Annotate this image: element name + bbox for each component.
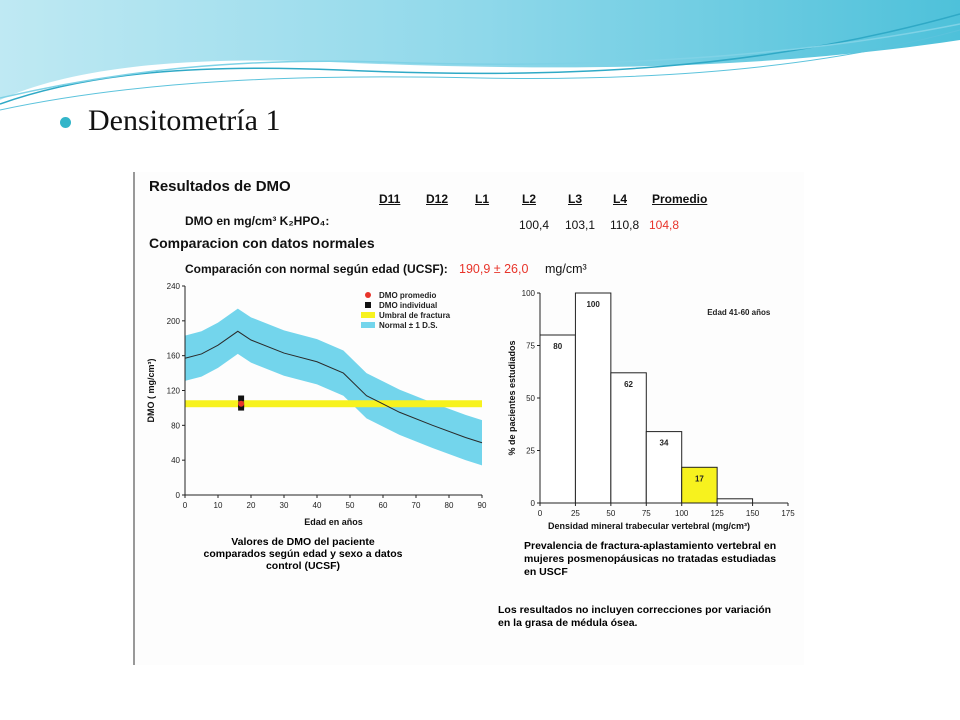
x-tick-label: 30 — [280, 501, 289, 510]
right-caption-line: mujeres posmenopáusicas no tratadas estu… — [524, 553, 777, 565]
bar-value-label: 62 — [624, 380, 633, 389]
y-tick-label: 50 — [526, 394, 535, 403]
bar-value-label: 80 — [553, 342, 562, 351]
note-line: en la grasa de médula ósea. — [498, 617, 638, 629]
column-value-l4: 110,8 — [610, 218, 640, 232]
x-tick-label: 90 — [478, 501, 487, 510]
column-value-l2: 100,4 — [519, 218, 550, 232]
bullet-icon — [60, 116, 71, 128]
age-comparison-value: 190,9 ± 26,0 — [459, 262, 529, 276]
y-axis-label: % de pacientes estudiados — [507, 340, 517, 455]
slide-title: Densitometría 1 — [88, 104, 281, 137]
y-tick-label: 200 — [167, 317, 181, 326]
normal-mean-line — [184, 330, 483, 444]
dmo-unit-label: DMO en mg/cm³ K₂HPO₄: — [185, 214, 330, 228]
legend-label: Umbral de fractura — [379, 311, 451, 320]
column-header-promedio: Promedio — [652, 192, 708, 206]
comparison-heading: Comparacion con datos normales — [149, 235, 375, 251]
chart-label: Edad 41-60 años — [707, 308, 771, 317]
y-tick-label: 240 — [167, 282, 181, 291]
legend-label: DMO promedio — [379, 291, 436, 300]
y-tick-label: 120 — [167, 387, 181, 396]
age-dmo-chart: 0 40 80 120 160 200 240 0 10 20 30 40 50 60 70 80 90 Edad… — [146, 282, 487, 527]
y-tick-label: 25 — [526, 447, 535, 456]
x-tick-label: 125 — [710, 509, 724, 518]
normal-sd-band — [185, 308, 482, 466]
dmo-report: Resultados de DMO DMO en mg/cm³ K₂HPO₄: … — [133, 172, 804, 665]
x-axis-label: Densidad mineral trabecular vertebral (m… — [548, 521, 750, 531]
right-caption-line: en USCF — [524, 566, 568, 578]
bar-value-label: 34 — [660, 439, 669, 448]
bar-value-label: 100 — [586, 300, 600, 309]
histogram-bar — [539, 334, 576, 504]
column-header-d12: D12 — [426, 192, 449, 206]
y-tick-label: 0 — [531, 499, 536, 508]
x-tick-label: 75 — [642, 509, 651, 518]
column-header-d11: D11 — [379, 192, 401, 206]
column-value-promedio: 104,8 — [649, 218, 680, 232]
x-tick-label: 50 — [346, 501, 355, 510]
age-comparison-unit: mg/cm³ — [545, 262, 587, 276]
fracture-histogram: 80 100 62 34 17 0 25 50 75 100 0 25 50 75 100 125 150 175… — [507, 289, 795, 531]
header-swoosh — [0, 0, 960, 111]
column-header-l4: L4 — [613, 192, 628, 206]
legend-swatch — [365, 292, 371, 298]
column-header-l3: L3 — [568, 192, 583, 206]
x-tick-label: 25 — [571, 509, 580, 518]
histogram-bar — [610, 372, 647, 504]
y-axis-label: DMO ( mg/cm³) — [146, 358, 156, 422]
x-tick-label: 50 — [606, 509, 615, 518]
histogram-bar — [681, 466, 718, 504]
x-tick-label: 100 — [675, 509, 689, 518]
y-tick-label: 160 — [167, 352, 181, 361]
column-header-l1: L1 — [475, 192, 490, 206]
y-tick-label: 0 — [176, 491, 181, 500]
y-tick-label: 40 — [171, 456, 180, 465]
histogram-bar — [574, 292, 612, 504]
note-line: Los resultados no incluyen correcciones … — [498, 604, 772, 616]
x-tick-label: 175 — [781, 509, 795, 518]
legend-swatch — [361, 312, 375, 318]
slide-title-row: Densitometría 1 — [60, 104, 280, 138]
left-caption: Valores de DMO del paciente comparados s… — [183, 536, 423, 572]
bar-value-label: 17 — [695, 474, 704, 483]
column-header-l2: L2 — [522, 192, 537, 206]
report-heading: Resultados de DMO — [149, 178, 291, 195]
left-caption-line: control (UCSF) — [265, 560, 341, 572]
report-note: Los resultados no incluyen correcciones … — [498, 604, 771, 630]
x-axis-label: Edad en años — [304, 517, 363, 527]
x-tick-label: 150 — [746, 509, 760, 518]
age-comparison-label: Comparación con normal según edad (UCSF)… — [185, 262, 448, 276]
dmo-individual-marker — [238, 395, 245, 402]
x-tick-label: 10 — [214, 501, 223, 510]
legend-swatch — [365, 302, 371, 308]
histogram-bar — [645, 431, 683, 504]
y-tick-label: 75 — [526, 342, 535, 351]
x-tick-label: 0 — [183, 501, 188, 510]
right-caption: Prevalencia de fractura-aplastamiento ve… — [524, 540, 776, 579]
x-tick-label: 70 — [412, 501, 421, 510]
left-caption-line: comparados según edad y sexo a datos — [203, 548, 403, 560]
x-tick-label: 20 — [247, 501, 256, 510]
right-caption-line: Prevalencia de fractura-aplastamiento ve… — [524, 540, 777, 552]
legend-label: Normal ± 1 D.S. — [379, 321, 438, 330]
column-value-l3: 103,1 — [565, 218, 596, 232]
legend-label: DMO individual — [379, 301, 437, 310]
x-tick-label: 0 — [538, 509, 543, 518]
histogram-bar — [716, 498, 754, 504]
left-caption-line: Valores de DMO del paciente — [231, 536, 375, 548]
x-tick-label: 80 — [445, 501, 454, 510]
y-tick-label: 80 — [171, 421, 180, 430]
x-tick-label: 60 — [379, 501, 388, 510]
legend-swatch — [361, 322, 375, 328]
x-tick-label: 40 — [313, 501, 322, 510]
dmo-promedio-marker — [238, 400, 245, 407]
fracture-threshold-band — [185, 400, 482, 408]
y-tick-label: 100 — [522, 289, 536, 298]
